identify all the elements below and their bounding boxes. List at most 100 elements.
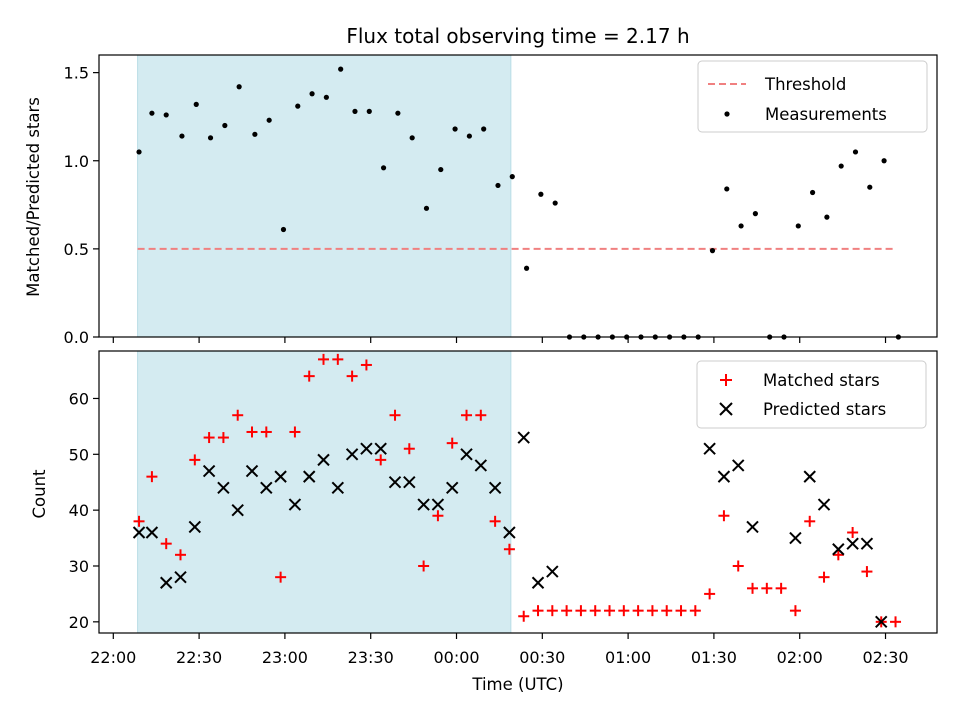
x-tick-label: 23:30 (348, 648, 394, 667)
predicted-point (832, 543, 845, 556)
y-tick-label: 20 (69, 613, 89, 632)
measurement-point (852, 149, 859, 155)
measurement-point (481, 126, 487, 132)
predicted-point (317, 453, 330, 467)
predicted-point (231, 503, 244, 517)
x-tick-label: 01:30 (691, 648, 737, 667)
measurement-point (395, 110, 401, 116)
predicted-point (789, 531, 802, 545)
matched-point (646, 605, 658, 617)
matched-point (303, 370, 315, 382)
measurement-point (881, 158, 887, 164)
matched-point (160, 538, 172, 550)
measurement-point (222, 122, 228, 129)
matched-point (561, 605, 573, 617)
measurement-point (295, 103, 301, 109)
measurement-point (149, 110, 155, 116)
predicted-point (360, 442, 373, 455)
legend-measurements-swatch (724, 111, 730, 117)
measurement-point (495, 182, 501, 189)
matched-point (804, 515, 816, 527)
predicted-point (288, 498, 302, 511)
matched-point (546, 605, 558, 617)
predicted-point (160, 576, 173, 589)
measurement-point (266, 117, 272, 123)
top-legend-box (697, 60, 928, 133)
matched-point (318, 353, 330, 365)
x-axis-label: Time (UTC) (471, 675, 563, 694)
predicted-point (846, 537, 859, 550)
x-tick-label: 22:00 (90, 648, 136, 667)
predicted-point (488, 481, 502, 495)
x-tick-label: 22:30 (176, 648, 222, 667)
predicted-point (860, 537, 874, 550)
predicted-point (431, 498, 445, 511)
y-tick-label: 30 (69, 557, 89, 576)
predicted-point (875, 615, 888, 629)
measurement-point (163, 112, 169, 118)
matched-point (632, 605, 644, 617)
predicted-point (531, 576, 545, 589)
y-tick-label: 50 (69, 445, 89, 464)
predicted-points (132, 431, 888, 629)
matched-point (532, 605, 544, 617)
matched-point (432, 510, 444, 522)
measurement-point (338, 66, 344, 72)
matched-point (260, 426, 272, 438)
measurement-point (309, 91, 315, 97)
measurement-point (838, 163, 844, 169)
measurement-point (423, 205, 430, 211)
measurement-point (538, 191, 544, 197)
measurement-point (252, 131, 258, 137)
measurement-point (452, 126, 458, 132)
matched-point (232, 409, 244, 421)
matched-point (346, 370, 358, 382)
matched-point (832, 549, 844, 561)
bottom-legend-box (696, 360, 927, 429)
legend-predicted-swatch (719, 402, 733, 416)
predicted-point (503, 526, 516, 539)
chart-title: Flux total observing time = 2.17 h (346, 24, 689, 48)
bottom-x-ticks: 22:00 22:30 23:00 23:30 00:00 00:30 01:00 01:30… (90, 633, 909, 667)
matched-point (503, 543, 515, 555)
measurement-point (709, 248, 716, 254)
predicted-point (474, 459, 488, 472)
predicted-point (345, 448, 359, 461)
bottom-y-ticks: 20 30 40 50 60 (69, 389, 99, 632)
predicted-point (260, 481, 273, 495)
measurement-point (552, 200, 558, 206)
matched-point (847, 526, 859, 538)
top-y-axis-label: Matched/Predicted stars (24, 97, 43, 297)
matched-point (475, 409, 487, 421)
bottom-axes-frame (98, 350, 938, 634)
matched-point (761, 582, 773, 594)
measurement-point (366, 108, 372, 114)
matched-point (675, 605, 687, 617)
predicted-point (717, 470, 731, 483)
measurement-point (824, 214, 830, 220)
matched-point (789, 605, 801, 617)
x-tick-label: 02:30 (862, 648, 908, 667)
measurement-point (409, 135, 415, 141)
predicted-point (202, 464, 216, 478)
measurement-point (795, 223, 801, 229)
bottom-legend: Matched stars Predicted stars (696, 360, 927, 429)
matched-point (732, 560, 744, 572)
legend-threshold-label: Threshold (764, 75, 846, 94)
top-legend: Threshold Measurements (697, 60, 928, 133)
x-tick-label: 00:30 (519, 648, 565, 667)
matched-point (203, 432, 215, 444)
measurement-point (438, 166, 444, 173)
y-tick-label: 1.0 (64, 152, 89, 171)
measurement-point (523, 265, 530, 271)
predicted-point (174, 570, 187, 584)
matched-point (747, 582, 759, 594)
measurement-point (867, 184, 873, 190)
legend-matched-swatch (720, 374, 732, 386)
bottom-observing-span (137, 350, 512, 634)
matched-point (618, 605, 630, 617)
predicted-point (331, 481, 345, 495)
y-tick-label: 1.5 (64, 64, 89, 83)
predicted-point (546, 565, 559, 578)
